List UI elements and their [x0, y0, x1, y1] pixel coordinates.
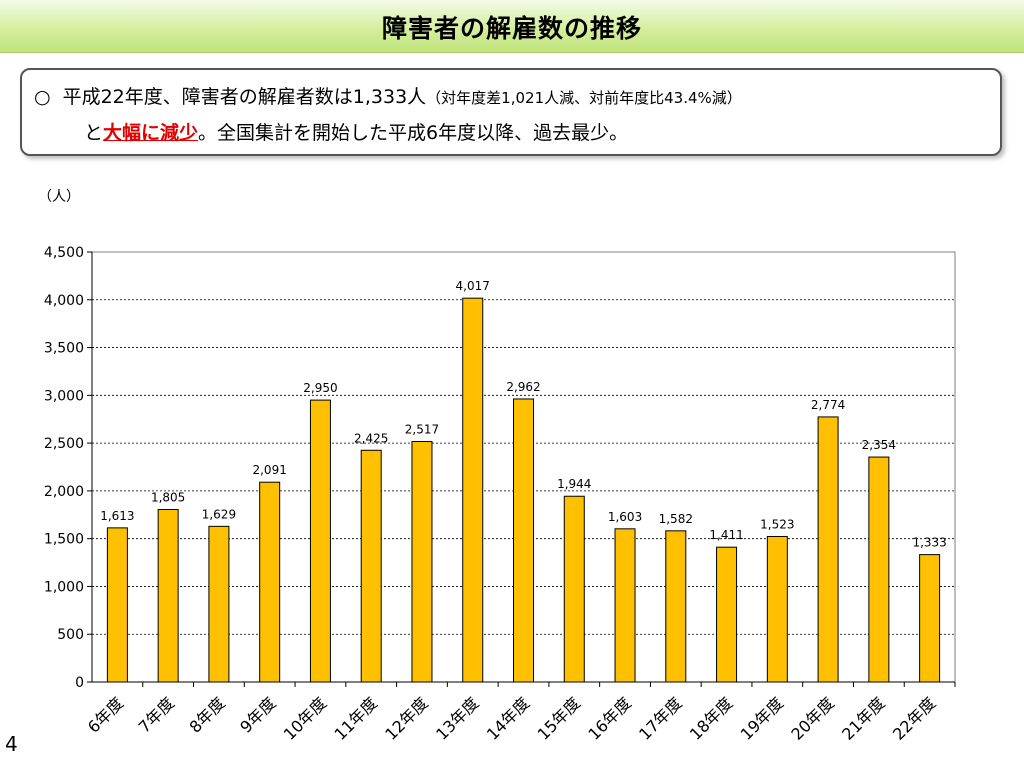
data-label: 1,523: [760, 517, 794, 531]
bar: [462, 297, 484, 683]
x-tick-label: 7年度: [135, 693, 178, 736]
x-tick-label: 11年度: [331, 693, 381, 743]
bullet-circle-icon: ○: [34, 86, 51, 108]
data-label: 1,805: [151, 491, 185, 505]
bar: [360, 449, 382, 683]
bar: [817, 416, 839, 683]
data-label: 2,517: [405, 422, 439, 436]
x-tick-label: 10年度: [280, 693, 330, 743]
y-tick-label: 2,000: [44, 484, 84, 500]
data-label: 1,333: [912, 536, 946, 550]
summary-line-1: ○ 平成22年度、障害者の解雇者数は1,333人（対年度差1,021人減、対前年度…: [34, 82, 742, 109]
bar: [868, 456, 890, 683]
x-tick-label: 17年度: [635, 693, 685, 743]
x-tick-label: 16年度: [584, 693, 634, 743]
bar: [106, 527, 128, 683]
slide-title: 障害者の解雇数の推移: [381, 14, 642, 43]
x-tick-label: 21年度: [838, 693, 888, 743]
x-tick-label: 14年度: [483, 693, 533, 743]
page-number: 4: [5, 732, 18, 756]
data-label: 1,613: [100, 509, 134, 523]
bar: [259, 481, 281, 683]
bar: [513, 398, 534, 683]
title-bar: 障害者の解雇数の推移: [0, 0, 1024, 53]
x-tick-label: 13年度: [432, 693, 482, 743]
x-tick-label: 19年度: [737, 693, 787, 743]
bar: [919, 554, 941, 683]
bar: [563, 495, 585, 683]
x-tick-label: 15年度: [534, 693, 584, 743]
data-label: 2,354: [862, 438, 896, 452]
summary-line2-pre: と: [84, 122, 104, 144]
bar: [665, 530, 687, 683]
summary-emphasis: 大幅に減少: [103, 122, 199, 144]
data-label: 4,017: [456, 279, 490, 293]
data-label: 1,411: [709, 528, 743, 542]
summary-main-text: 平成22年度、障害者の解雇者数は1,333人: [62, 86, 427, 108]
y-tick-label: 4,000: [44, 293, 84, 309]
y-tick-label: 3,000: [44, 388, 84, 404]
x-tick-label: 20年度: [787, 693, 837, 743]
data-label: 2,950: [303, 381, 337, 395]
summary-box: ○ 平成22年度、障害者の解雇者数は1,333人（対年度差1,021人減、対前年度…: [20, 68, 1002, 156]
summary-line-2: と大幅に減少。全国集計を開始した平成6年度以降、過去最少。: [84, 118, 628, 145]
data-label: 2,774: [811, 398, 845, 412]
x-tick-label: 18年度: [686, 693, 736, 743]
y-tick-label: 500: [57, 627, 84, 643]
data-label: 1,603: [608, 510, 642, 524]
x-tick-label: 22年度: [889, 693, 939, 743]
summary-paren-text: （対年度差1,021人減、対前年度比43.4%減）: [426, 89, 742, 107]
data-label: 2,425: [354, 431, 388, 445]
y-tick-label: 1,500: [44, 532, 84, 548]
y-tick-label: 2,500: [44, 436, 84, 452]
y-tick-label: 0: [75, 675, 84, 691]
bar: [716, 546, 738, 683]
y-tick-label: 1,000: [44, 579, 84, 595]
data-label: 1,629: [202, 507, 236, 521]
x-tick-label: 6年度: [84, 693, 127, 736]
bar: [411, 440, 433, 683]
bar: [309, 399, 331, 683]
y-tick-label: 3,500: [44, 341, 84, 357]
bar: [614, 528, 636, 683]
data-label: 1,944: [557, 477, 591, 491]
summary-line2-post: 。全国集計を開始した平成6年度以降、過去最少。: [198, 122, 629, 144]
bar: [208, 525, 230, 683]
bar: [157, 509, 179, 683]
x-tick-label: 9年度: [236, 693, 279, 736]
x-tick-label: 12年度: [381, 693, 431, 743]
data-label: 2,962: [506, 380, 540, 394]
y-tick-label: 4,500: [44, 245, 84, 261]
data-label: 1,582: [659, 512, 693, 526]
data-label: 2,091: [252, 463, 286, 477]
y-axis-unit-label: （人）: [38, 189, 80, 205]
x-tick-label: 8年度: [185, 693, 228, 736]
bar: [766, 535, 788, 683]
